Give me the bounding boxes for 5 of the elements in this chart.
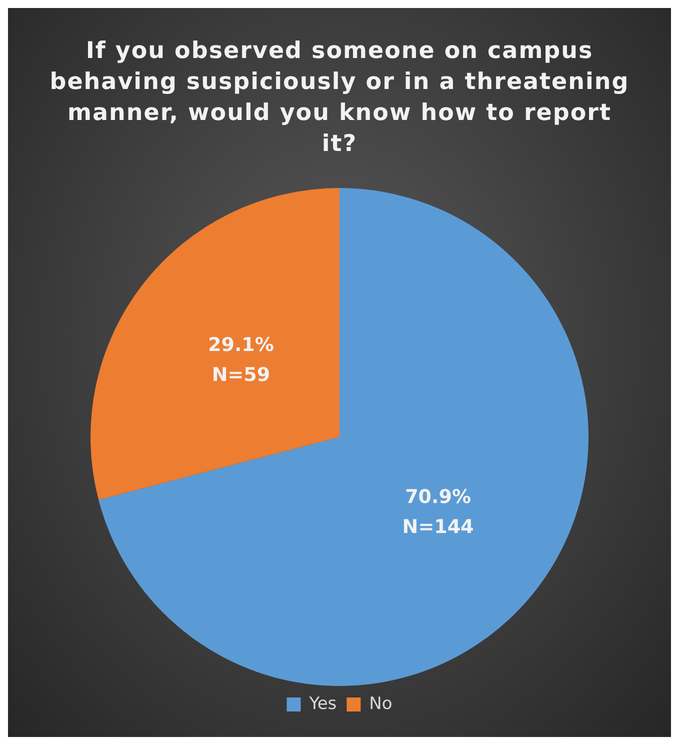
chart-title: If you observed someone on campus behaving suspiciously or in a threatening manner, would you know how to report it? <box>48 37 630 159</box>
legend-label: No <box>369 694 392 714</box>
data-label: 29.1% N=59 <box>208 334 274 386</box>
legend-label: Yes <box>308 694 337 714</box>
data-label: 70.9% N=144 <box>402 486 474 538</box>
